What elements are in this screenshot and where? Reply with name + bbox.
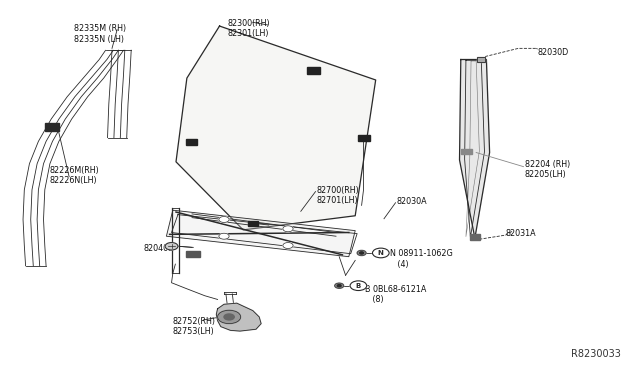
- Circle shape: [335, 283, 344, 288]
- Text: B 0BL68-6121A
   (8): B 0BL68-6121A (8): [365, 285, 426, 304]
- Circle shape: [337, 285, 341, 287]
- Text: N 08911-1062G
   (4): N 08911-1062G (4): [390, 249, 453, 269]
- FancyBboxPatch shape: [461, 149, 472, 154]
- Circle shape: [357, 250, 366, 256]
- Text: 82040D: 82040D: [144, 244, 175, 253]
- Text: N: N: [378, 250, 384, 256]
- Text: 82300(RH)
82301(LH): 82300(RH) 82301(LH): [227, 19, 270, 38]
- Circle shape: [372, 248, 389, 258]
- Circle shape: [218, 310, 241, 324]
- Text: 82700(RH)
82701(LH): 82700(RH) 82701(LH): [317, 186, 360, 205]
- Circle shape: [219, 217, 229, 222]
- FancyBboxPatch shape: [248, 221, 258, 226]
- FancyBboxPatch shape: [307, 67, 320, 74]
- Circle shape: [219, 233, 229, 239]
- FancyBboxPatch shape: [358, 135, 370, 141]
- Text: B: B: [356, 283, 361, 289]
- Polygon shape: [176, 26, 376, 230]
- Text: 82752(RH)
82753(LH): 82752(RH) 82753(LH): [173, 317, 216, 336]
- Circle shape: [283, 226, 293, 232]
- Polygon shape: [460, 60, 490, 238]
- Circle shape: [350, 281, 367, 291]
- Polygon shape: [216, 303, 261, 331]
- Text: 82226M(RH)
82226N(LH): 82226M(RH) 82226N(LH): [50, 166, 100, 185]
- Text: 82335M (RH)
82335N (LH): 82335M (RH) 82335N (LH): [74, 24, 125, 44]
- FancyBboxPatch shape: [477, 57, 485, 62]
- FancyBboxPatch shape: [45, 123, 59, 131]
- Circle shape: [165, 243, 178, 250]
- FancyBboxPatch shape: [470, 234, 480, 240]
- Circle shape: [283, 243, 293, 248]
- Circle shape: [224, 314, 234, 320]
- Text: 82030A: 82030A: [397, 197, 428, 206]
- Text: 82204 (RH)
82205(LH): 82204 (RH) 82205(LH): [525, 160, 570, 179]
- Circle shape: [360, 252, 364, 254]
- FancyBboxPatch shape: [186, 251, 200, 257]
- Text: 82031A: 82031A: [506, 229, 536, 238]
- Text: 82030D: 82030D: [538, 48, 569, 57]
- FancyBboxPatch shape: [186, 139, 197, 145]
- Text: R8230033: R8230033: [571, 349, 621, 359]
- Polygon shape: [166, 210, 355, 257]
